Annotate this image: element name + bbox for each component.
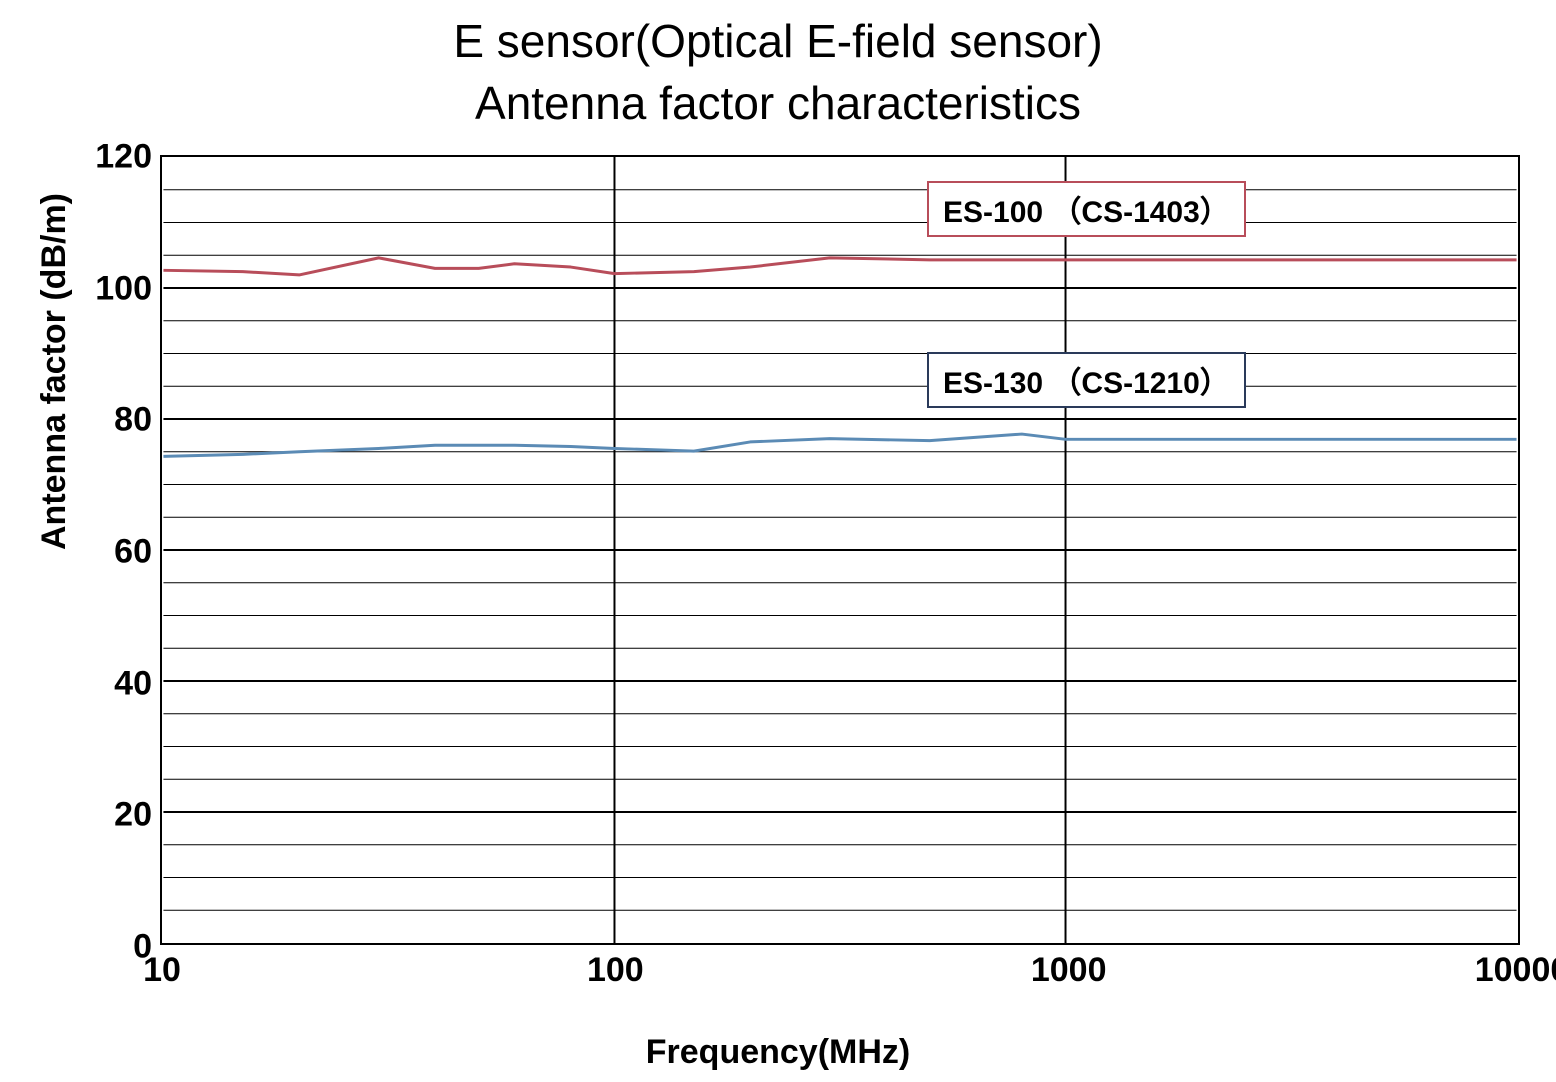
x-axis-label: Frequency(MHz): [0, 1033, 1556, 1072]
y-tick-label: 120: [95, 138, 152, 177]
title-line-2: Antenna factor characteristics: [0, 72, 1556, 134]
legend-ES-130: ES-130 （CS-1210）: [927, 352, 1246, 408]
y-tick-label: 40: [114, 664, 152, 703]
y-axis-label: Antenna factor (dB/m): [35, 193, 74, 550]
series-line-ES-100: [163, 258, 1516, 275]
x-tick-label: 100: [587, 951, 644, 990]
x-tick-label: 10: [143, 951, 181, 990]
x-tick-label: 10000: [1475, 951, 1556, 990]
y-tick-label: 60: [114, 533, 152, 572]
y-tick-label: 100: [95, 269, 152, 308]
y-tick-label: 80: [114, 401, 152, 440]
chart-container: E sensor(Optical E-field sensor) Antenna…: [0, 0, 1556, 1082]
title-line-1: E sensor(Optical E-field sensor): [0, 10, 1556, 72]
legend-ES-100: ES-100 （CS-1403）: [927, 181, 1246, 237]
y-tick-label: 20: [114, 796, 152, 835]
plot-area: 02040608010012010100100010000ES-100 （CS-…: [160, 155, 1520, 945]
x-tick-label: 1000: [1031, 951, 1107, 990]
chart-title: E sensor(Optical E-field sensor) Antenna…: [0, 10, 1556, 134]
series-line-ES-130: [163, 434, 1516, 456]
chart-svg: [162, 157, 1518, 943]
